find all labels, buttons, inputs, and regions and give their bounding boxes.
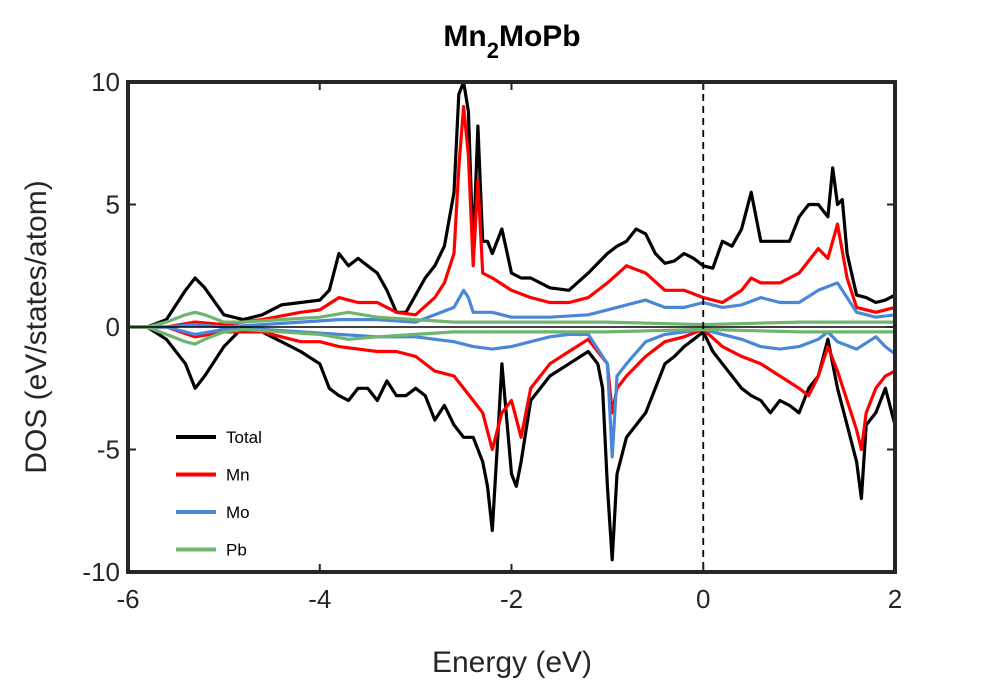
x-tick-label: -4 — [308, 584, 331, 614]
series-line-mn-up — [128, 104, 895, 329]
x-tick-label: 0 — [696, 584, 710, 614]
legend-label-pb: Pb — [226, 541, 247, 560]
series-line-mo-up — [128, 281, 895, 329]
series-line-pb-down — [128, 325, 895, 346]
chart-title-main: Mn — [443, 20, 486, 53]
y-tick-label: -10 — [82, 557, 120, 587]
series-line-total-up — [128, 82, 895, 329]
series-line-total-down — [128, 325, 895, 562]
legend-label-mo: Mo — [226, 503, 250, 522]
y-tick-label: 5 — [106, 190, 120, 220]
y-axis-label: DOS (eV/states/atom) — [20, 180, 53, 473]
legend-label-mn: Mn — [226, 466, 250, 485]
legend: Total Mn Mo Pb — [176, 428, 262, 560]
x-axis: -6 -4 -2 0 2 — [116, 82, 902, 614]
chart-title: Mn2MoPb — [443, 20, 580, 63]
chart-title-subscript: 2 — [487, 38, 499, 63]
y-tick-label: 0 — [106, 312, 120, 342]
y-axis: 10 5 0 -5 -10 — [82, 67, 895, 587]
x-tick-label: -2 — [500, 584, 523, 614]
chart-title-suffix: MoPb — [499, 20, 581, 53]
legend-label-total: Total — [226, 428, 262, 447]
x-tick-label: -6 — [116, 584, 139, 614]
x-axis-label: Energy (eV) — [432, 646, 592, 679]
series-line-mo-down — [128, 325, 895, 459]
y-tick-label: -5 — [97, 435, 120, 465]
y-tick-label: 10 — [91, 67, 120, 97]
series-line-pb-up — [128, 310, 895, 329]
series-layer — [128, 82, 895, 562]
x-tick-label: 2 — [888, 584, 902, 614]
